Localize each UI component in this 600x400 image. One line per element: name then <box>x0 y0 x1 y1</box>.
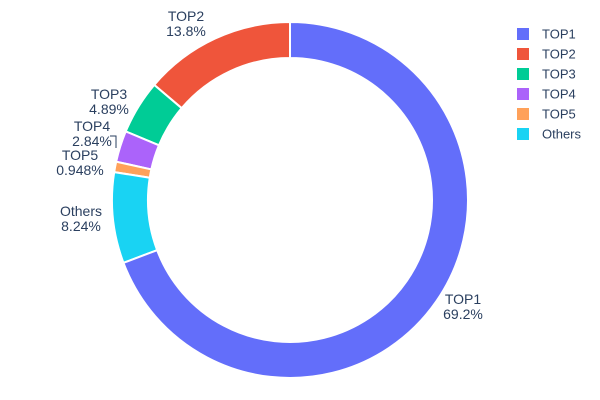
slice-label-percent: 4.89% <box>89 101 129 117</box>
legend-item-top5[interactable]: TOP5 <box>517 107 576 122</box>
pie-slice-others[interactable] <box>111 171 159 264</box>
legend-item-top2[interactable]: TOP2 <box>517 47 576 62</box>
slice-label-name: TOP1 <box>445 291 482 307</box>
legend-swatch-top5 <box>517 108 529 120</box>
slice-label-top4: TOP4 2.84% <box>72 118 112 149</box>
slice-label-percent: 8.24% <box>61 218 101 234</box>
legend-label-top4: TOP4 <box>542 87 576 102</box>
legend-item-top1[interactable]: TOP1 <box>517 27 576 42</box>
legend-swatch-others <box>517 128 529 140</box>
slice-label-name: Others <box>60 203 102 219</box>
legend-swatch-top2 <box>517 48 529 60</box>
slice-label-percent: 13.8% <box>166 23 206 39</box>
legend-item-top4[interactable]: TOP4 <box>517 87 576 102</box>
legend-label-top5: TOP5 <box>542 107 576 122</box>
legend-swatch-top4 <box>517 88 529 100</box>
slice-label-top3: TOP3 4.89% <box>89 86 129 117</box>
legend-label-top1: TOP1 <box>542 27 576 42</box>
legend-label-top3: TOP3 <box>542 67 576 82</box>
slice-label-percent: 69.2% <box>443 306 483 322</box>
pie-slice-top1[interactable] <box>122 21 469 379</box>
slice-label-top5: TOP5 0.948% <box>56 147 103 178</box>
slice-label-others: Others 8.24% <box>60 203 102 234</box>
legend-item-top3[interactable]: TOP3 <box>517 67 576 82</box>
legend-label-others: Others <box>542 127 582 142</box>
slice-label-percent: 0.948% <box>56 162 103 178</box>
pie-slices <box>111 21 469 379</box>
label-leader-line-top4 <box>110 135 117 148</box>
slice-label-name: TOP3 <box>91 86 128 102</box>
legend-swatch-top3 <box>517 68 529 80</box>
legend-swatch-top1 <box>517 28 529 40</box>
slice-label-top2: TOP2 13.8% <box>166 8 206 39</box>
legend-label-top2: TOP2 <box>542 47 576 62</box>
legend: TOP1 TOP2 TOP3 TOP4 TOP5 Others <box>517 27 582 142</box>
slice-labels: TOP2 13.8% TOP3 4.89%TOP4 2.84%TOP5 0.948% Oth… <box>56 8 483 322</box>
slice-label-name: TOP4 <box>74 118 111 134</box>
legend-item-others[interactable]: Others <box>517 127 582 142</box>
slice-label-name: TOP5 <box>62 147 99 163</box>
slice-label-name: TOP2 <box>168 8 205 24</box>
slice-label-top1: TOP1 69.2% <box>443 291 483 322</box>
slice-label-percent: 2.84% <box>72 133 112 149</box>
label-leader-lines <box>110 135 117 148</box>
